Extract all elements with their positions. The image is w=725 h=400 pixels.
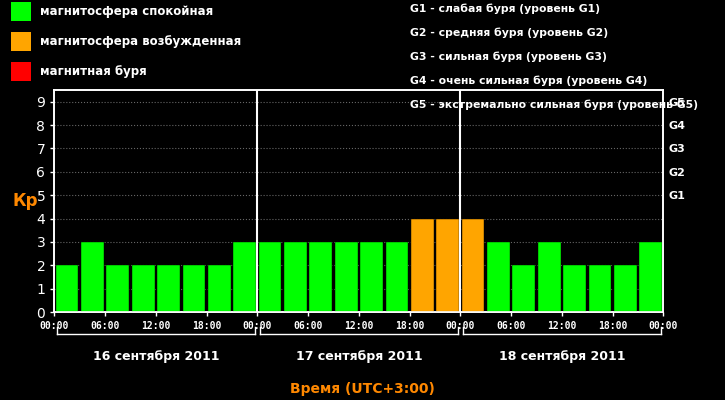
Text: Время (UTC+3:00): Время (UTC+3:00)	[290, 382, 435, 396]
Text: G1 - слабая буря (уровень G1): G1 - слабая буря (уровень G1)	[410, 4, 600, 14]
Text: 16 сентября 2011: 16 сентября 2011	[93, 350, 219, 363]
Text: G3 - сильная буря (уровень G3): G3 - сильная буря (уровень G3)	[410, 52, 607, 62]
Bar	[589, 265, 611, 312]
Bar	[335, 242, 357, 312]
Text: G2 - средняя буря (уровень G2): G2 - средняя буря (уровень G2)	[410, 28, 608, 38]
Text: 17 сентября 2011: 17 сентября 2011	[296, 350, 422, 363]
Bar	[233, 242, 256, 312]
Y-axis label: Кр: Кр	[12, 192, 38, 210]
Text: G4 - очень сильная буря (уровень G4): G4 - очень сильная буря (уровень G4)	[410, 76, 647, 86]
Bar	[487, 242, 510, 312]
Bar	[462, 218, 484, 312]
Bar	[208, 265, 231, 312]
Bar	[132, 265, 154, 312]
Bar	[310, 242, 332, 312]
Bar	[411, 218, 434, 312]
Text: магнитосфера спокойная: магнитосфера спокойная	[40, 5, 213, 18]
Bar	[538, 242, 560, 312]
Text: G5 - экстремально сильная буря (уровень G5): G5 - экстремально сильная буря (уровень …	[410, 100, 697, 110]
Bar	[259, 242, 281, 312]
Text: 18 сентября 2011: 18 сентября 2011	[499, 350, 625, 363]
Bar	[284, 242, 307, 312]
Bar	[360, 242, 383, 312]
Text: магнитная буря: магнитная буря	[40, 65, 146, 78]
Bar	[157, 265, 180, 312]
Bar	[81, 242, 104, 312]
Bar	[639, 242, 662, 312]
Bar	[56, 265, 78, 312]
Bar	[107, 265, 129, 312]
Text: магнитосфера возбужденная: магнитосфера возбужденная	[40, 35, 241, 48]
Bar	[513, 265, 535, 312]
Bar	[386, 242, 408, 312]
Bar	[183, 265, 205, 312]
Bar	[563, 265, 586, 312]
Bar	[614, 265, 637, 312]
Bar	[436, 218, 459, 312]
